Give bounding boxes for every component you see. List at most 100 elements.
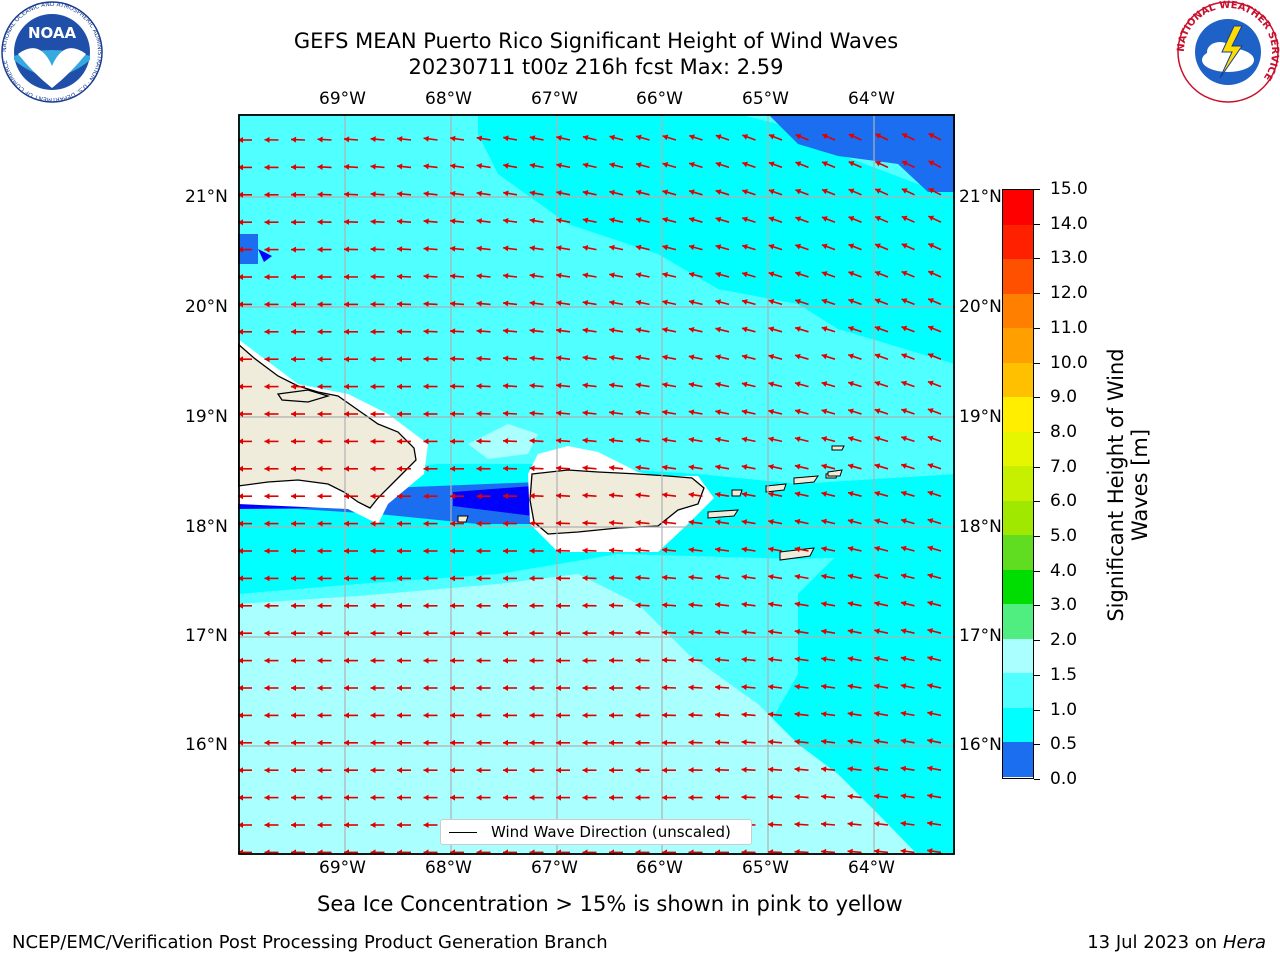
wave-field-0-0-b — [453, 486, 533, 516]
wind-arrow — [847, 766, 862, 773]
wind-arrow — [768, 601, 783, 608]
wind-arrow — [688, 381, 703, 388]
wind-arrow — [874, 408, 889, 415]
wind-arrow — [423, 273, 438, 280]
wind-arrow — [264, 301, 279, 308]
colorbar-tick-label: 3.0 — [1050, 595, 1078, 616]
wind-arrow — [423, 493, 438, 500]
wind-arrow — [609, 327, 624, 334]
wind-arrow — [768, 408, 783, 415]
wind-arrow — [900, 765, 915, 772]
wind-arrow — [741, 189, 756, 196]
wind-arrow — [397, 548, 411, 554]
wind-arrow — [344, 465, 358, 472]
wind-arrow — [874, 435, 889, 443]
wind-arrow — [476, 245, 491, 252]
wind-arrow — [238, 767, 252, 774]
wind-arrow — [715, 546, 730, 553]
wind-arrow — [741, 519, 756, 526]
wind-arrow — [582, 630, 597, 637]
wind-arrow — [848, 271, 862, 278]
wind-arrow — [397, 602, 411, 609]
wind-arrow — [662, 464, 677, 471]
wind-arrow — [714, 629, 730, 636]
wind-arrow — [582, 575, 597, 582]
colorbar-band — [1003, 500, 1033, 536]
wind-arrow — [768, 326, 783, 333]
wind-arrow — [317, 438, 332, 445]
wind-arrow — [874, 683, 889, 690]
wind-arrow — [370, 794, 385, 801]
wind-arrow — [794, 628, 809, 635]
wind-arrow — [556, 739, 570, 746]
wind-arrow — [741, 601, 756, 608]
wind-arrow — [821, 738, 836, 745]
wind-arrow — [847, 793, 862, 800]
wind-arrow — [662, 382, 677, 388]
wind-arrow — [423, 190, 438, 197]
wind-arrow — [476, 273, 491, 280]
wind-arrow — [343, 218, 359, 225]
wind-arrow — [529, 602, 544, 609]
wind-arrow — [344, 794, 358, 801]
wind-arrow — [874, 243, 889, 251]
wind-arrow — [794, 656, 809, 663]
wind-arrow — [291, 520, 305, 527]
wind-arrow — [688, 464, 703, 471]
wind-arrow — [609, 409, 624, 416]
wind-arrow — [555, 465, 571, 472]
wind-arrow — [344, 520, 358, 527]
wind-arrow — [635, 684, 650, 691]
wind-arrow — [741, 271, 756, 278]
wind-arrow — [927, 243, 942, 251]
wind-arrow — [741, 794, 756, 801]
wind-arrow — [238, 164, 252, 171]
wind-arrow — [900, 600, 915, 607]
wind-arrow — [768, 628, 783, 635]
wind-arrow — [423, 520, 438, 527]
wind-arrow — [264, 465, 279, 472]
wind-arrow — [264, 794, 279, 801]
wind-arrow — [927, 490, 942, 497]
wind-arrow — [370, 630, 385, 637]
wind-arrow — [715, 491, 730, 498]
colorbar-tick-mark — [1034, 431, 1040, 433]
wind-arrow — [688, 739, 703, 746]
wind-arrow — [397, 630, 411, 637]
wind-arrow — [238, 822, 252, 828]
wind-arrow — [847, 353, 862, 360]
wind-arrow — [821, 518, 836, 525]
wind-arrow — [688, 436, 703, 443]
wind-arrow — [529, 327, 544, 334]
wind-arrow — [635, 409, 650, 416]
wind-arrow — [343, 246, 359, 253]
colorbar-tick-label: 12.0 — [1050, 283, 1088, 304]
wind-arrow — [847, 601, 862, 607]
wind-arrow — [715, 464, 730, 471]
wind-arrow — [449, 273, 465, 280]
wind-arrow — [396, 246, 412, 253]
wind-arrow — [529, 465, 544, 472]
wind-arrow — [847, 573, 862, 580]
wind-arrow — [397, 685, 411, 691]
lon-label-top-68w: 68°W — [425, 89, 472, 109]
wind-arrow — [635, 739, 650, 746]
wind-arrow — [848, 161, 862, 169]
wind-arrow — [608, 519, 624, 526]
wind-arrow — [847, 546, 862, 552]
colorbar-tick-mark — [1034, 570, 1040, 572]
colorbar-band — [1003, 569, 1033, 605]
wind-arrow — [741, 491, 756, 498]
wind-arrow — [662, 409, 677, 416]
colorbar-tick-label: 1.5 — [1050, 664, 1078, 685]
wind-arrow — [874, 160, 889, 169]
wind-arrow — [741, 244, 756, 251]
wind-arrow — [503, 217, 518, 224]
wind-arrow — [503, 162, 518, 169]
wind-arrow — [582, 712, 597, 719]
wind-arrow — [529, 739, 544, 746]
wind-arrow — [450, 739, 464, 746]
wind-arrow — [847, 711, 862, 717]
lat-label-left-18n: 18°N — [185, 517, 228, 537]
wind-arrow — [502, 438, 518, 445]
